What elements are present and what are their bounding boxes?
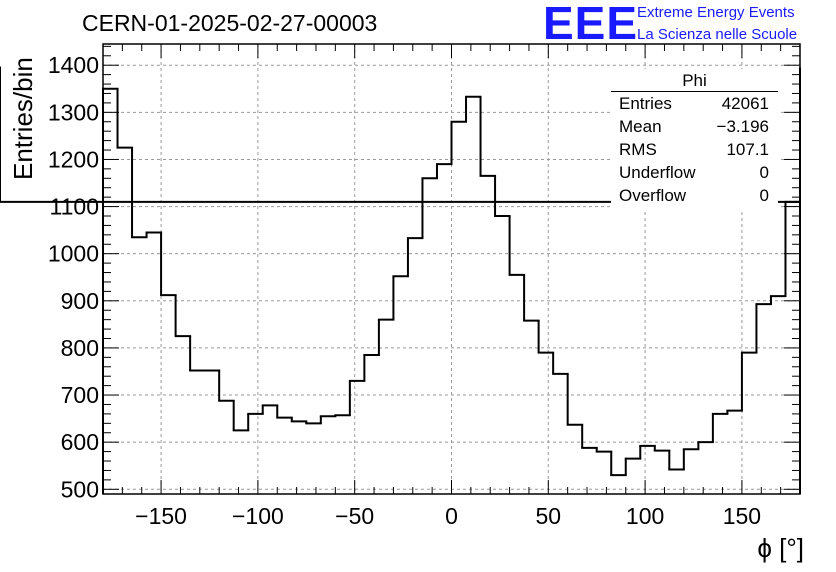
- y-tick-label: 1000: [48, 241, 99, 267]
- y-tick-label: 500: [61, 476, 99, 502]
- stats-label: Overflow: [619, 186, 687, 205]
- stats-row-entries: Entries 42061: [619, 94, 769, 116]
- y-tick-label: 1300: [48, 99, 99, 125]
- stats-box: Phi Entries 42061 Mean −3.196 RMS 107.1 …: [611, 69, 778, 211]
- stats-label: Mean: [619, 117, 662, 136]
- stats-value: 107.1: [726, 140, 769, 159]
- y-tick-label: 800: [61, 335, 99, 361]
- logo-subtitle-1: Extreme Energy Events: [637, 4, 795, 21]
- stats-value: −3.196: [716, 117, 769, 136]
- stats-value: 0: [759, 186, 769, 205]
- x-axis-label: ϕ [°]: [757, 533, 804, 563]
- y-tick-label: 1400: [48, 52, 99, 78]
- stats-title: Phi: [682, 71, 707, 90]
- axis-ticks: [102, 44, 801, 494]
- y-axis-label: Entries/bin: [8, 57, 38, 180]
- x-tick-label: −100: [232, 503, 284, 529]
- stats-label: RMS: [619, 140, 657, 159]
- x-tick-label: 100: [626, 503, 664, 529]
- x-tick-label: −150: [135, 503, 187, 529]
- stats-row-rms: RMS 107.1: [619, 140, 769, 162]
- stats-row-overflow: Overflow 0: [619, 186, 769, 208]
- stats-value: 0: [759, 163, 769, 182]
- x-tick-label: 50: [536, 503, 562, 529]
- plot-title: CERN-01-2025-02-27-00003: [82, 10, 378, 36]
- x-tick-label: 0: [445, 503, 458, 529]
- y-tick-label: 600: [61, 429, 99, 455]
- y-tick-label: 1200: [48, 146, 99, 172]
- stats-row-mean: Mean −3.196: [619, 117, 769, 139]
- y-tick-label: 1100: [50, 194, 99, 220]
- y-tick-label: 900: [61, 288, 99, 314]
- stats-value: 42061: [721, 94, 769, 113]
- x-tick-label: −50: [335, 503, 374, 529]
- x-tick-label: 150: [723, 503, 761, 529]
- y-tick-label: 700: [61, 382, 99, 408]
- stats-label: Entries: [619, 94, 672, 113]
- logo-subtitle-2: La Scienza nelle Scuole: [637, 26, 798, 43]
- stats-divider: [611, 91, 778, 92]
- eee-logo: EEE: [543, 0, 639, 49]
- stats-row-underflow: Underflow 0: [619, 163, 769, 185]
- stats-label: Underflow: [619, 163, 696, 182]
- tick-labels: −150 −100 −50 0 50 100 150 500 600 700 800 900 1000 1…: [48, 52, 761, 529]
